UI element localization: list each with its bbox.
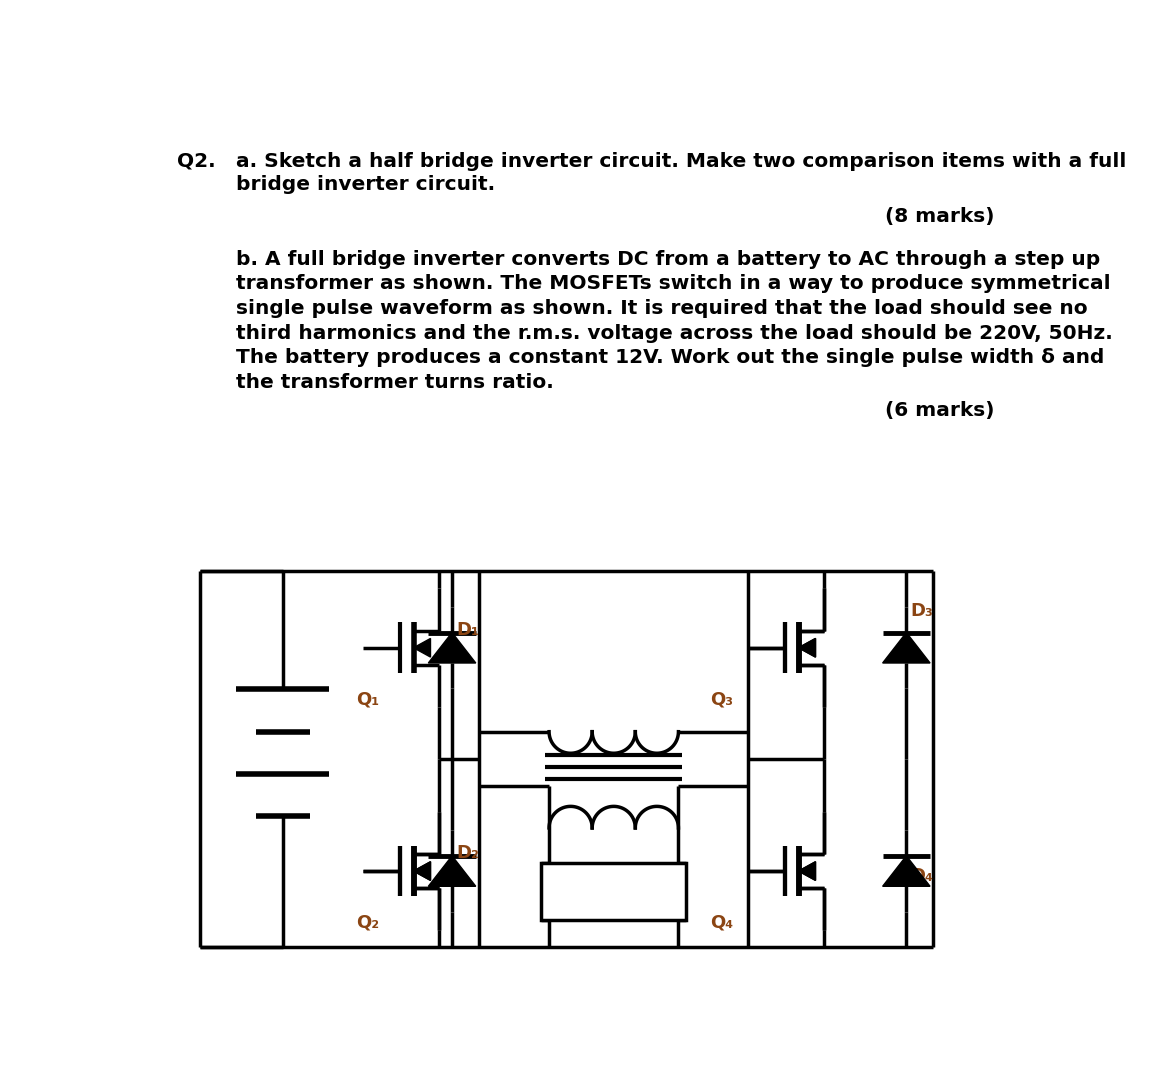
Text: Q₃: Q₃: [710, 690, 733, 708]
Text: transformer as shown. The MOSFETs switch in a way to produce symmetrical: transformer as shown. The MOSFETs switch…: [237, 275, 1111, 293]
Text: Q₂: Q₂: [356, 913, 379, 932]
Text: single pulse waveform as shown. It is required that the load should see no: single pulse waveform as shown. It is re…: [237, 299, 1088, 318]
Text: The battery produces a constant 12V. Work out the single pulse width δ and: The battery produces a constant 12V. Wor…: [237, 349, 1104, 367]
Text: b. A full bridge inverter converts DC from a battery to AC through a step up: b. A full bridge inverter converts DC fr…: [237, 250, 1101, 268]
Text: (8 marks): (8 marks): [885, 207, 995, 226]
Polygon shape: [798, 862, 815, 881]
Text: D₂: D₂: [456, 844, 479, 862]
Polygon shape: [798, 639, 815, 657]
Text: third harmonics and the r.m.s. voltage across the load should be 220V, 50Hz.: third harmonics and the r.m.s. voltage a…: [237, 324, 1114, 342]
Polygon shape: [798, 639, 815, 657]
Text: D₄: D₄: [911, 868, 933, 885]
Bar: [542, 862, 686, 920]
Text: D₃: D₃: [911, 602, 933, 619]
Polygon shape: [414, 862, 430, 881]
Text: the transformer turns ratio.: the transformer turns ratio.: [237, 372, 554, 392]
Text: Q₄: Q₄: [710, 913, 733, 932]
Text: D₁: D₁: [456, 621, 479, 639]
Text: Q₁: Q₁: [356, 690, 379, 708]
Text: Q2.: Q2.: [177, 152, 216, 171]
Polygon shape: [883, 856, 930, 886]
Text: Load: Load: [589, 883, 638, 900]
Text: bridge inverter circuit.: bridge inverter circuit.: [237, 175, 495, 194]
Polygon shape: [798, 862, 815, 881]
Polygon shape: [428, 632, 476, 664]
Polygon shape: [428, 856, 476, 886]
Polygon shape: [414, 639, 430, 657]
Text: (6 marks): (6 marks): [885, 402, 995, 420]
Text: a. Sketch a half bridge inverter circuit. Make two comparison items with a full: a. Sketch a half bridge inverter circuit…: [237, 152, 1126, 171]
Polygon shape: [883, 632, 930, 664]
Polygon shape: [414, 862, 430, 881]
